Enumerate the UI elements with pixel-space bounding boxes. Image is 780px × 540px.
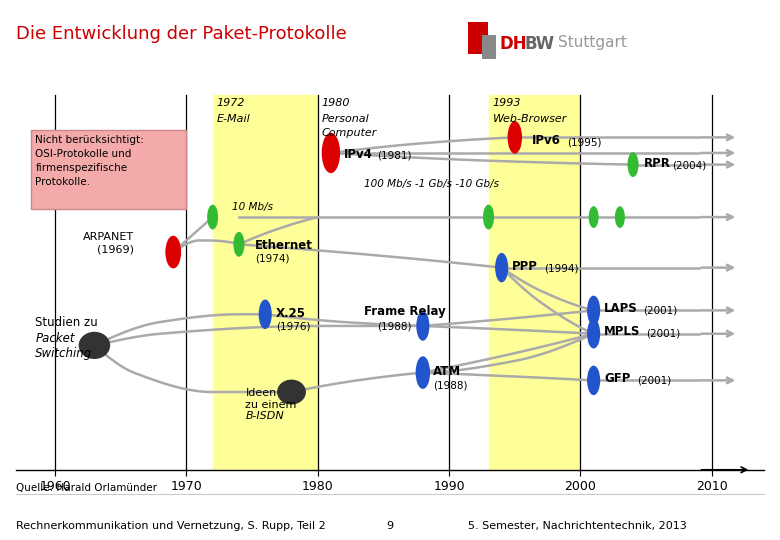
Text: (2001): (2001) <box>644 305 678 315</box>
Ellipse shape <box>587 366 600 395</box>
Ellipse shape <box>483 205 494 230</box>
Text: (1995): (1995) <box>567 137 602 147</box>
Ellipse shape <box>417 311 430 341</box>
Text: 1993: 1993 <box>492 98 521 109</box>
Text: 100 Mb/s -1 Gb/s -10 Gb/s: 100 Mb/s -1 Gb/s -10 Gb/s <box>363 179 498 189</box>
Text: B-ISDN: B-ISDN <box>246 411 284 421</box>
Text: MPLS: MPLS <box>604 326 640 339</box>
Text: Packet: Packet <box>35 332 75 345</box>
Ellipse shape <box>495 253 509 282</box>
Text: 5. Semester, Nachrichtentechnik, 2013: 5. Semester, Nachrichtentechnik, 2013 <box>468 521 686 531</box>
Bar <box>488 94 580 470</box>
Text: BW: BW <box>524 35 555 53</box>
Ellipse shape <box>277 380 306 404</box>
Text: Personal: Personal <box>321 114 370 124</box>
Text: 10 Mb/s: 10 Mb/s <box>232 202 273 212</box>
Text: Computer: Computer <box>321 129 377 138</box>
Text: zu einem: zu einem <box>246 400 297 409</box>
Text: Switching: Switching <box>35 347 93 360</box>
Text: Stuttgart: Stuttgart <box>558 35 626 50</box>
Ellipse shape <box>233 232 244 256</box>
Text: Ethernet: Ethernet <box>255 239 313 252</box>
Text: (1974): (1974) <box>255 254 289 264</box>
Ellipse shape <box>589 206 598 228</box>
Text: ATM: ATM <box>434 366 462 379</box>
Ellipse shape <box>615 206 625 228</box>
Text: (1981): (1981) <box>377 151 411 161</box>
FancyBboxPatch shape <box>31 130 186 210</box>
Ellipse shape <box>508 121 522 154</box>
Text: Rechnerkommunikation und Vernetzung, S. Rupp, Teil 2: Rechnerkommunikation und Vernetzung, S. … <box>16 521 325 531</box>
Text: (1976): (1976) <box>275 322 310 332</box>
Text: Web-Browser: Web-Browser <box>492 114 567 124</box>
Ellipse shape <box>416 356 430 389</box>
Text: IPv4: IPv4 <box>344 148 373 161</box>
Text: (2004): (2004) <box>672 160 707 171</box>
Text: LAPS: LAPS <box>604 302 638 315</box>
Text: Studien zu: Studien zu <box>35 316 98 329</box>
Text: 9: 9 <box>386 521 394 531</box>
Text: (2001): (2001) <box>646 328 680 339</box>
Text: (1994): (1994) <box>544 264 578 273</box>
Ellipse shape <box>628 152 639 177</box>
Text: (2001): (2001) <box>637 375 672 385</box>
Bar <box>213 94 317 470</box>
Text: ARPANET: ARPANET <box>83 232 134 242</box>
Ellipse shape <box>321 133 340 173</box>
Text: RPR: RPR <box>644 158 671 171</box>
Text: DH: DH <box>499 35 526 53</box>
Ellipse shape <box>79 332 110 359</box>
Text: Ideen: Ideen <box>246 388 277 398</box>
Text: Nicht berücksichtigt:
OSI-Protokolle und
firmenspezifische
Protokolle.: Nicht berücksichtigt: OSI-Protokolle und… <box>35 136 144 187</box>
Ellipse shape <box>587 295 600 325</box>
Text: 1980: 1980 <box>321 98 350 109</box>
Text: PPP: PPP <box>512 260 538 273</box>
Text: Frame Relay: Frame Relay <box>363 305 445 318</box>
Text: E-Mail: E-Mail <box>217 114 250 124</box>
Ellipse shape <box>207 205 218 230</box>
Ellipse shape <box>587 319 600 348</box>
Text: (1988): (1988) <box>434 380 468 390</box>
Ellipse shape <box>165 236 181 268</box>
Text: X.25: X.25 <box>275 307 306 320</box>
Text: Die Entwicklung der Paket-Protokolle: Die Entwicklung der Paket-Protokolle <box>16 25 346 43</box>
Text: 1972: 1972 <box>217 98 245 109</box>
Text: (1969): (1969) <box>97 244 134 254</box>
Ellipse shape <box>259 300 271 329</box>
Text: GFP: GFP <box>604 372 630 385</box>
Text: IPv6: IPv6 <box>532 134 561 147</box>
Text: (1988): (1988) <box>377 322 411 332</box>
Text: Quelle: Harald Orlamünder: Quelle: Harald Orlamünder <box>16 483 157 494</box>
